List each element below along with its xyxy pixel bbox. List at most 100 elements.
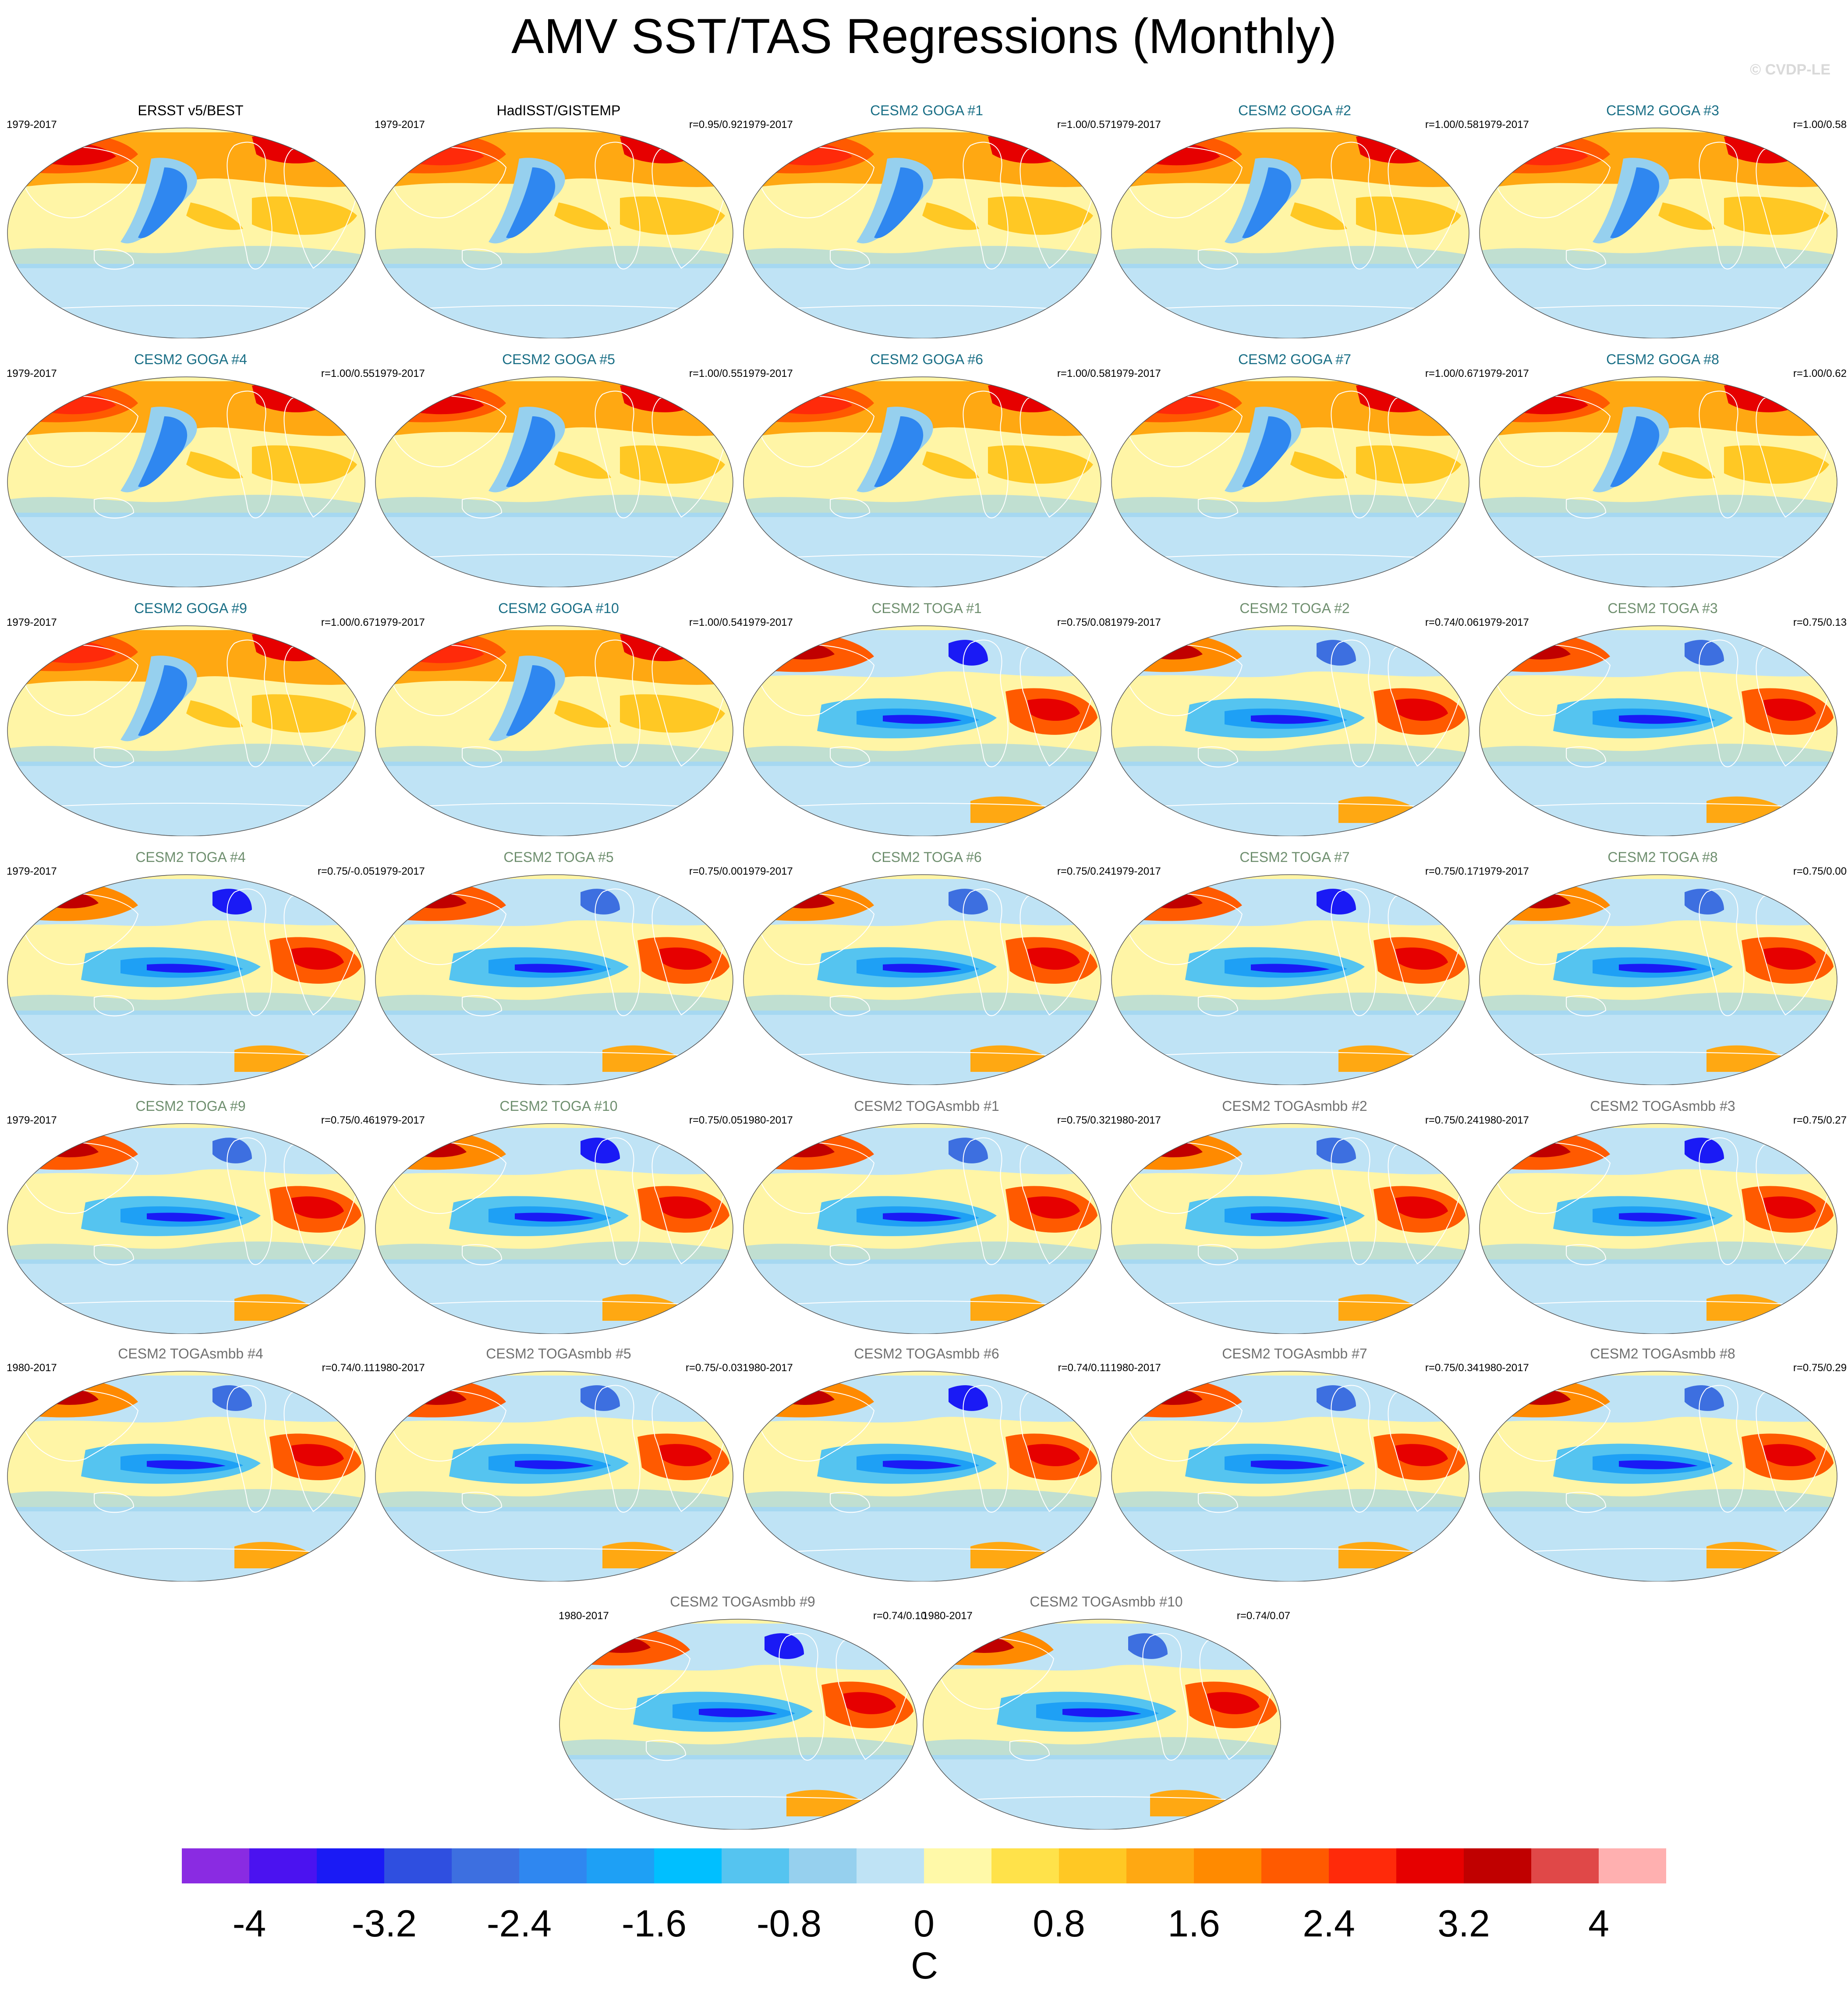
australia-outline bbox=[462, 995, 503, 1017]
map-panel: CESM2 GOGA #6 1979-2017 r=1.00/0.58 bbox=[743, 351, 1111, 594]
americas-outline bbox=[1699, 142, 1745, 269]
map-border bbox=[7, 128, 365, 338]
panel-correlation: r=1.00/0.55 bbox=[689, 368, 743, 379]
cool-north-america bbox=[1685, 1138, 1724, 1163]
americas-outline bbox=[227, 1137, 273, 1265]
hot-atlantic-core bbox=[843, 1692, 896, 1714]
southern-ocean-band bbox=[743, 513, 1101, 587]
panel-title: CESM2 TOGAsmbb #7 bbox=[1222, 1346, 1367, 1362]
warm-atlantic-tropics bbox=[988, 445, 1093, 484]
panel-period: 1979-2017 bbox=[1111, 617, 1161, 628]
americas-outline bbox=[1331, 390, 1377, 518]
map-border bbox=[1479, 1371, 1837, 1581]
panel-correlation: r=0.75/0.00 bbox=[1793, 865, 1847, 877]
panel-title: CESM2 GOGA #10 bbox=[498, 600, 619, 616]
regression-map bbox=[375, 625, 733, 836]
panel-title: CESM2 GOGA #6 bbox=[870, 351, 983, 367]
panel-correlation: r=1.00/0.58 bbox=[1057, 368, 1111, 379]
panel-correlation: r=0.75/0.08 bbox=[1057, 617, 1111, 628]
cool-north-america bbox=[581, 1385, 620, 1411]
panel-period: 1979-2017 bbox=[743, 865, 793, 877]
panel-title: CESM2 GOGA #8 bbox=[1606, 351, 1719, 367]
southern-ocean-band bbox=[1480, 1507, 1837, 1581]
cool-pacific-core bbox=[506, 167, 556, 238]
panel-period: 1979-2017 bbox=[7, 865, 57, 877]
americas-outline bbox=[595, 1137, 641, 1265]
map-border bbox=[743, 1371, 1101, 1581]
panel-period: 1980-2017 bbox=[743, 1362, 793, 1374]
panel-correlation: r=0.75/-0.03 bbox=[685, 1362, 743, 1374]
map-border bbox=[375, 625, 733, 836]
australia-outline bbox=[94, 995, 135, 1017]
australia-outline bbox=[1566, 746, 1607, 768]
warm-atlantic-tropics bbox=[1724, 196, 1829, 235]
warm-east-pacific bbox=[186, 202, 243, 230]
map-panel: CESM2 GOGA #3 1979-2017 r=1.00/0.58 bbox=[1479, 102, 1847, 345]
cool-north-america bbox=[949, 1385, 988, 1411]
southern-ocean-band bbox=[1480, 1259, 1837, 1334]
southern-ocean-band bbox=[1112, 264, 1469, 338]
australia-outline bbox=[462, 1492, 503, 1513]
australia-outline bbox=[462, 497, 503, 519]
americas-outline bbox=[1331, 1137, 1377, 1265]
australia-outline bbox=[462, 248, 503, 270]
map-panel: CESM2 TOGA #4 1979-2017 r=0.75/-0.05 bbox=[7, 848, 375, 1092]
panel-period: 1980-2017 bbox=[1111, 1362, 1161, 1374]
southern-ocean-band bbox=[1112, 762, 1469, 836]
warm-atlantic-tropics bbox=[252, 445, 357, 484]
hot-atlantic-core bbox=[1395, 699, 1448, 721]
panel-title: CESM2 GOGA #9 bbox=[134, 600, 247, 616]
map-border bbox=[743, 874, 1101, 1085]
cold-equatorial-pacific bbox=[1062, 1708, 1141, 1717]
americas-outline bbox=[1699, 1385, 1745, 1513]
colorbar-swatch bbox=[384, 1848, 452, 1883]
panel-title: ERSST v5/BEST bbox=[138, 103, 244, 118]
panel-title: CESM2 TOGAsmbb #5 bbox=[486, 1346, 631, 1362]
panel-title: CESM2 TOGA #10 bbox=[499, 1098, 618, 1114]
panel-title: CESM2 TOGAsmbb #8 bbox=[1590, 1346, 1735, 1362]
southern-ocean-band bbox=[743, 1259, 1101, 1334]
colorbar-swatch bbox=[789, 1848, 857, 1883]
panel-title: CESM2 GOGA #1 bbox=[870, 103, 983, 118]
warm-atlantic-tropics bbox=[620, 445, 725, 484]
panel-title: CESM2 TOGAsmbb #9 bbox=[670, 1594, 815, 1610]
colorbar-swatch bbox=[654, 1848, 722, 1883]
panel-title: CESM2 GOGA #3 bbox=[1606, 103, 1719, 118]
regression-map bbox=[559, 1619, 917, 1830]
americas-outline bbox=[1142, 1633, 1188, 1761]
map-panel: CESM2 TOGAsmbb #1 1980-2017 r=0.75/0.32 bbox=[743, 1097, 1111, 1340]
panel-period: 1980-2017 bbox=[1111, 1114, 1161, 1126]
americas-outline bbox=[963, 639, 1009, 767]
panel-title: CESM2 TOGA #5 bbox=[503, 849, 614, 865]
panel-period: 1979-2017 bbox=[375, 119, 425, 131]
warm-atlantic-tropics bbox=[252, 196, 357, 235]
panel-period: 1979-2017 bbox=[1111, 119, 1161, 131]
hot-atlantic-core bbox=[1763, 1444, 1816, 1466]
regression-map bbox=[375, 874, 733, 1085]
panel-correlation: r=0.75/0.24 bbox=[1425, 1114, 1479, 1126]
warm-east-pacific bbox=[554, 202, 611, 230]
warm-atlantic-tropics bbox=[620, 196, 725, 235]
cool-pacific-core bbox=[1610, 416, 1660, 487]
map-panel: CESM2 TOGA #9 1979-2017 r=0.75/0.46 bbox=[7, 1097, 375, 1340]
australia-outline bbox=[462, 746, 503, 768]
regression-map bbox=[7, 625, 365, 836]
southern-ocean-band bbox=[1480, 264, 1837, 338]
cool-pacific-core bbox=[874, 416, 924, 487]
map-border bbox=[1111, 1123, 1469, 1334]
panel-period: 1979-2017 bbox=[1111, 865, 1161, 877]
cold-equatorial-pacific bbox=[515, 1213, 594, 1222]
americas-outline bbox=[1699, 888, 1745, 1016]
cold-equatorial-pacific bbox=[147, 1213, 226, 1222]
australia-outline bbox=[830, 746, 871, 768]
hot-atlantic-core bbox=[1207, 1692, 1260, 1714]
regression-map bbox=[7, 874, 365, 1085]
hot-atlantic-core bbox=[291, 1196, 344, 1219]
cool-pacific-core bbox=[1610, 167, 1660, 238]
warm-atlantic-tropics bbox=[252, 694, 357, 733]
panel-correlation: r=0.74/0.11 bbox=[1058, 1362, 1111, 1374]
regression-map bbox=[1111, 1123, 1469, 1334]
hot-atlantic-core bbox=[291, 947, 344, 970]
regression-map bbox=[1479, 1123, 1837, 1334]
australia-outline bbox=[1566, 1492, 1607, 1513]
